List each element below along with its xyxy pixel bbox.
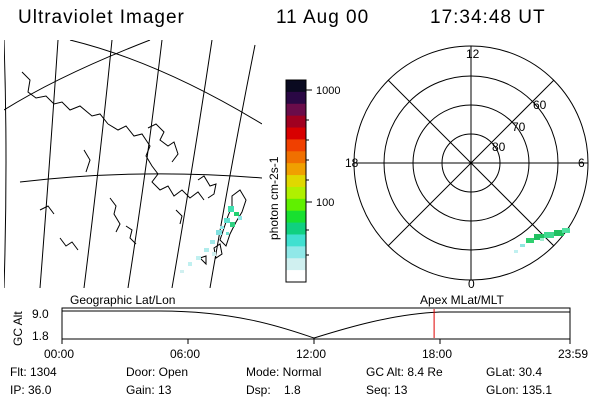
colorbar-tick-label-1000: 1000 [316,85,340,97]
colorbar-segment [286,222,306,235]
orbit-timeline: Geographic Lat/Lon Apex MLat/MLT GC Alt … [11,293,588,361]
colorbar-segment [286,91,306,105]
image-time: 17:34:48 UT [430,7,546,28]
timeline-frame [61,307,571,340]
instrument-title: Ultraviolet Imager [18,7,185,28]
mlat-label-60: 60 [533,98,547,112]
colorbar-segment [286,103,306,117]
colorbar-segment [286,258,306,271]
polar-aurora-pixels [514,228,570,253]
colorbar-segment [286,175,306,188]
colorbar-gradient [286,80,306,283]
timeline-xtick-2359: 23:59 [558,347,588,361]
colorbar-frame [285,79,307,283]
colorbar-segment [286,186,306,200]
colorbar-segment [286,127,306,140]
timeline-xtick-1200: 12:00 [296,347,326,361]
info-mode: Mode: Normal [246,365,321,379]
mlat-label-70: 70 [512,120,526,134]
mlt-label-18: 18 [345,156,359,170]
info-gc-alt: GC Alt: 8.4 Re [366,365,443,379]
colorbar-tick-label-100: 100 [316,197,334,209]
map-graticule [4,40,262,288]
colorbar: 1000 100 photon cm-2s-1 [267,79,340,283]
timeline-xtick-1800: 18:00 [422,347,452,361]
timeline-ytick-low: 1.8 [32,329,49,343]
timeline-left-title: Geographic Lat/Lon [70,293,175,307]
coastlines [21,71,247,266]
colorbar-segment [286,151,306,164]
colorbar-segment [286,80,306,93]
colorbar-segment [286,246,306,259]
mlt-label-12: 12 [466,47,480,61]
timeline-axis-label: GC Alt [11,311,25,346]
colorbar-units: photon cm-2s-1 [267,156,281,240]
info-flight: Flt: 1304 [10,365,57,379]
mlt-label-6: 6 [578,156,585,170]
colorbar-segment [286,198,306,212]
colorbar-segment [286,139,306,152]
timeline-xtick-0000: 00:00 [44,347,74,361]
info-dsp: Dsp: 1.8 [246,383,301,397]
colorbar-segment [286,115,306,129]
info-panel: Flt: 1304 Door: Open Mode: Normal GC Alt… [10,365,552,397]
info-glon: GLon: 135.1 [486,383,552,397]
geographic-map [4,40,262,288]
timeline-ytick-high: 9.0 [32,307,49,321]
map-aurora-pixels [180,206,242,273]
timeline-xtick-0600: 06:00 [170,347,200,361]
info-glat: GLat: 30.4 [486,365,542,379]
colorbar-segment [286,210,306,224]
info-door: Door: Open [126,365,188,379]
colorbar-segment [286,163,306,176]
info-seq: Seq: 13 [366,383,408,397]
timeline-right-title: Apex MLat/MLT [420,293,504,307]
mlat-label-80: 80 [492,140,506,154]
colorbar-segment [286,270,306,283]
polar-plot [353,45,589,281]
info-ip: IP: 36.0 [10,383,52,397]
colorbar-segment [286,234,306,247]
altitude-curve [62,310,570,339]
mlt-label-0: 0 [468,277,475,291]
info-gain: Gain: 13 [126,383,172,397]
image-date: 11 Aug 00 [276,7,370,28]
